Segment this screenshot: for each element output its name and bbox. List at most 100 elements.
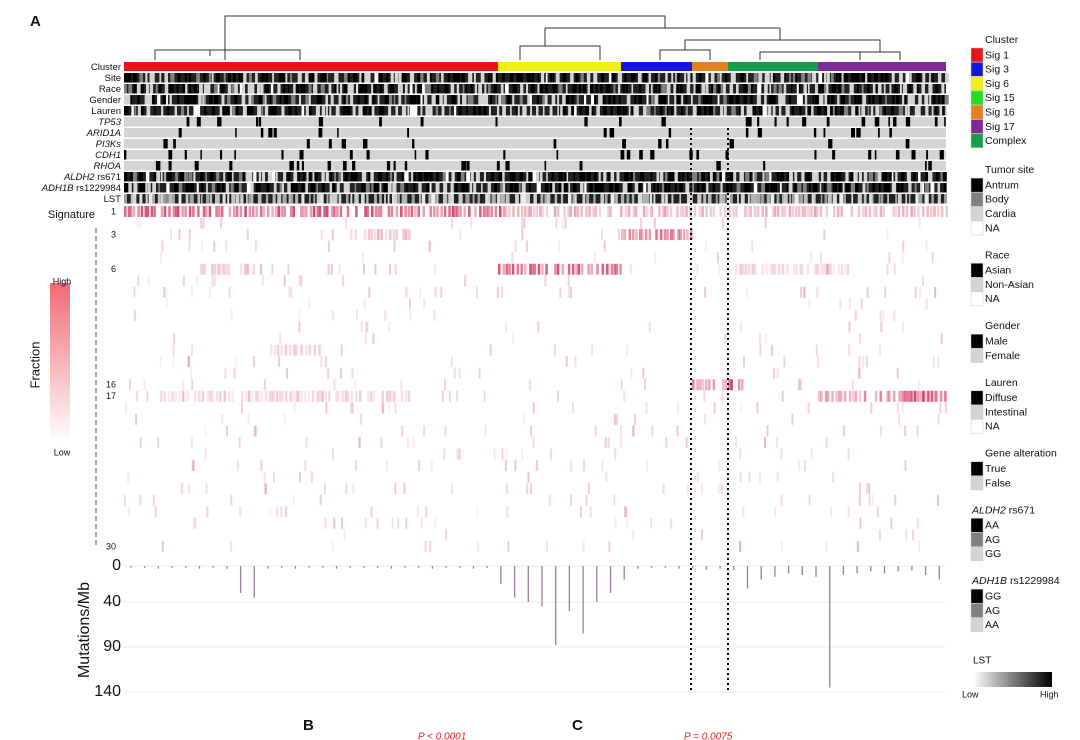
track-cell <box>462 95 467 105</box>
heat-cell <box>532 437 535 448</box>
heat-cell <box>152 494 155 506</box>
heat-cell <box>747 263 751 275</box>
legend-label: Antrum <box>985 179 1019 191</box>
track-cell <box>341 139 347 149</box>
heat-cell <box>459 229 462 241</box>
track-cell <box>888 117 890 127</box>
track-cell <box>481 183 483 193</box>
y-tick-label: 0 <box>112 557 121 574</box>
track-cell <box>262 95 266 105</box>
track-cell <box>654 106 656 116</box>
heat-cell <box>632 229 635 241</box>
row-label-main: PI3Ks <box>96 139 122 150</box>
track-cell <box>680 106 684 116</box>
track-cell <box>200 183 204 193</box>
heat-cell <box>763 437 766 448</box>
heat-cell <box>280 506 283 518</box>
track-cell <box>329 106 332 116</box>
track-cell <box>435 183 440 193</box>
track-cell <box>868 172 874 182</box>
heat-cell <box>377 229 380 241</box>
heat-cell <box>627 206 631 217</box>
track-cell <box>328 139 332 149</box>
track-cell <box>223 73 226 83</box>
track-cell <box>308 73 311 83</box>
track-cell <box>401 172 404 182</box>
heat-cell <box>262 206 266 217</box>
heat-cell <box>272 390 276 402</box>
legend-label: AG <box>985 605 1000 617</box>
track-cell <box>418 183 422 193</box>
heat-cell <box>352 483 355 495</box>
track-cell <box>211 183 216 193</box>
heat-cell <box>859 517 862 529</box>
heat-cell <box>832 206 836 217</box>
track-cell <box>905 73 910 83</box>
track-cell <box>661 117 666 127</box>
track-cell <box>832 183 838 193</box>
heat-cell <box>136 390 139 402</box>
track-cell <box>379 194 382 204</box>
heat-cell <box>866 286 869 298</box>
heat-cell <box>944 390 947 402</box>
legend-label: Complex <box>985 135 1027 147</box>
heat-cell <box>748 471 751 483</box>
legend-label: Sig 16 <box>985 106 1015 118</box>
track-cell <box>699 172 701 182</box>
track-cell <box>627 183 632 193</box>
track-cell <box>172 194 175 204</box>
heat-cell <box>676 206 679 217</box>
heat-cell <box>753 206 757 217</box>
track-cell <box>442 172 447 182</box>
heat-cell <box>451 483 454 495</box>
track-cell <box>666 106 669 116</box>
heat-cell <box>630 367 633 379</box>
track-cell <box>618 95 621 105</box>
track-cell <box>570 73 574 83</box>
track-cell <box>185 194 189 204</box>
heat-cell <box>504 206 508 217</box>
track-cell <box>748 183 751 193</box>
track-cell <box>227 84 231 94</box>
track-cell <box>149 84 154 94</box>
heat-cell <box>153 206 156 217</box>
track-cell <box>272 73 275 83</box>
track-cell <box>425 150 429 160</box>
track-cell <box>752 106 757 116</box>
heat-cell <box>225 240 228 252</box>
track-cell <box>413 172 417 182</box>
track-cell <box>711 84 715 94</box>
heat-cell <box>246 263 249 275</box>
heat-cell <box>921 390 925 402</box>
track-cell <box>246 194 248 204</box>
track-cell <box>877 84 882 94</box>
track-cell <box>674 183 677 193</box>
heat-cell <box>605 471 608 483</box>
track-cell <box>404 161 408 171</box>
track-bg <box>124 139 946 149</box>
bar <box>267 566 269 569</box>
heat-cell <box>295 390 298 402</box>
track-cell <box>447 73 450 83</box>
track-cell <box>161 106 164 116</box>
track-cell <box>452 73 457 83</box>
heat-cell <box>591 344 594 356</box>
track-cell <box>507 194 510 204</box>
heat-cell <box>742 506 745 518</box>
track-cell <box>928 172 933 182</box>
track-cell <box>248 73 252 83</box>
track-cell <box>916 73 921 83</box>
track-cell <box>371 84 376 94</box>
heat-cell <box>187 356 190 368</box>
track-cell <box>896 95 900 105</box>
heat-cell <box>528 379 531 391</box>
heat-cell <box>858 390 862 402</box>
heat-cell <box>940 333 943 345</box>
heat-cell <box>331 309 334 321</box>
track-cell <box>425 106 430 116</box>
heat-cell <box>741 263 744 275</box>
heat-cell <box>163 286 166 298</box>
heat-cell <box>931 390 934 402</box>
heat-cell <box>274 206 278 217</box>
